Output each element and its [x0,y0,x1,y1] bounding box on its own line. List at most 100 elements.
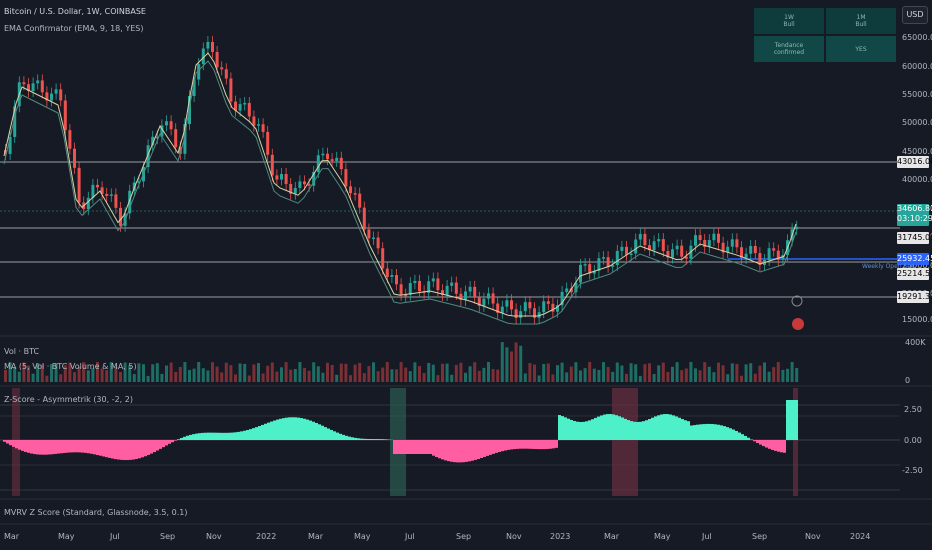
currency-button[interactable]: USD [902,6,928,24]
candle-body [579,264,582,283]
zscore-bar [258,426,261,440]
zscore-bar [165,440,168,446]
candle-body [482,298,486,306]
zscore-bar [36,440,39,455]
candle-body [229,78,233,102]
volume-bar [298,362,302,382]
candle-body [73,148,76,168]
volume-bar [772,367,776,382]
zscore-bar [588,420,591,440]
zscore-bar [414,440,417,454]
zscore-bar [420,440,423,454]
zscore-bar [780,440,783,453]
volume-bar [247,375,251,382]
zscore-bar [651,417,654,440]
zscore-bar [741,434,744,440]
volume-label[interactable]: Vol · BTC [4,347,40,356]
volume-ma-label[interactable]: MA (5, Vol · BTC Volume & MA, 5) [4,362,137,371]
zscore-bar [105,440,108,458]
volume-bar [321,372,325,382]
candle-body [597,258,601,271]
zscore-bar [657,415,660,440]
zscore-bar [351,437,354,440]
zscore-bar [396,440,399,454]
zscore-bar [705,423,708,440]
price-axis-tick: 15000.00 [902,315,932,324]
candle-body [238,104,242,111]
volume-bar [556,365,559,382]
zscore-bar [765,440,768,448]
time-axis-label: Sep [456,532,472,541]
zscore-bar [42,440,45,455]
candle-body [362,207,366,230]
volume-bar [638,375,642,382]
zscore-label[interactable]: Z-Score - Asymmetrik (30, -2, 2) [4,395,133,404]
volume-bar [579,370,582,382]
zscore-bar [666,414,669,440]
zscore-bar [495,440,498,453]
zscore-bar [138,440,141,459]
volume-bar [675,362,679,382]
volume-bar [266,365,270,382]
zscore-bar [306,419,309,440]
zscore-bar [627,420,630,440]
zscore-bar [21,440,24,451]
zscore-bar [732,429,735,440]
zscore-bar [483,440,486,457]
zscore-bar [492,440,495,454]
candle-body [721,242,725,253]
zscore-bar [444,440,447,461]
zscore-bar [696,424,699,440]
zscore-bar [714,424,717,440]
zscore-bar [675,416,678,440]
zscore-bar [570,419,573,440]
zscore-bar [30,440,33,454]
candle-body [537,312,541,318]
time-axis-label: May [58,532,75,541]
zscore-bar [585,421,588,440]
candle-body [220,67,224,70]
volume-bar [510,351,513,382]
table-cell-text: Bull [855,21,867,28]
candle-body [188,96,191,125]
zscore-bar [522,440,525,449]
volume-bar [657,365,661,382]
candle-body [399,284,403,295]
volume-bar [109,362,113,382]
candle-body [753,245,757,254]
candle-body [321,153,325,156]
volume-bar [450,374,454,382]
volume-bar [142,364,145,382]
volume-bar [146,375,150,382]
candle-body [54,89,58,94]
volume-bar [178,366,182,382]
candle-body [137,181,141,183]
volume-bar [648,363,651,382]
volume-bar [671,366,674,382]
zscore-bar [378,439,381,440]
candle-body [215,51,219,68]
time-axis-label: May [354,532,371,541]
candle-body [514,309,518,318]
volume-bar [408,371,412,382]
zscore-bar [747,437,750,440]
candle-body [114,194,118,208]
candle-body [247,102,251,117]
time-axis-label: Nov [506,532,522,541]
candle-body [257,124,260,126]
volume-bar [726,374,730,382]
volume-bar [454,364,458,382]
volume-bar [275,371,279,382]
mvrv-label[interactable]: MVRV Z Score (Standard, Glassnode, 3.5, … [4,508,188,517]
volume-bar [615,362,619,382]
zscore-bar [681,419,684,440]
symbol-title[interactable]: Bitcoin / U.S. Dollar, 1W, COINBASE [4,7,146,16]
indicator-label-ema[interactable]: EMA Confirmator (EMA, 9, 18, YES) [4,24,144,33]
price-axis-tick: 25000.00 [902,261,932,270]
candle-body [312,171,316,186]
zscore-bar [654,416,657,440]
candle-body [4,150,7,154]
volume-bar [252,364,256,382]
